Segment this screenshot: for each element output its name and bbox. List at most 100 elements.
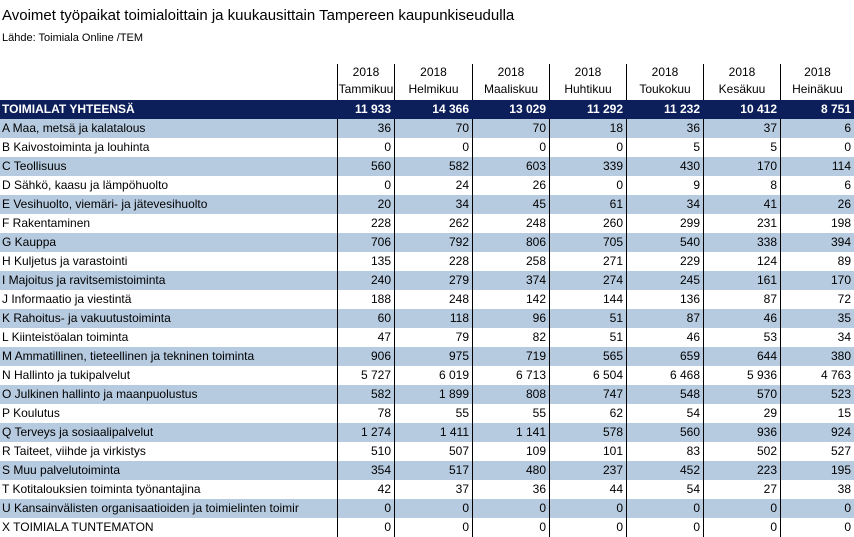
- row-value: 82: [472, 328, 549, 347]
- row-value: 37: [394, 480, 472, 499]
- column-year: 2018: [804, 65, 831, 79]
- table-row: Q Terveys ja sosiaalipalvelut 1 274 1 411 1…: [0, 423, 854, 442]
- row-value: 51: [549, 309, 626, 328]
- row-value: 578: [549, 423, 626, 442]
- row-value: 170: [780, 271, 854, 290]
- row-value: 0: [626, 499, 703, 518]
- row-value: 62: [549, 404, 626, 423]
- row-value: 142: [472, 290, 549, 309]
- row-value: 0: [780, 518, 854, 537]
- row-value: 502: [703, 442, 780, 461]
- column-header: 2018 Kesäkuu: [703, 64, 780, 100]
- total-label: TOIMIALAT YHTEENSÄ: [2, 102, 135, 116]
- row-value: 195: [780, 461, 854, 480]
- row-value: 45: [472, 195, 549, 214]
- row-value: 430: [626, 157, 703, 176]
- row-value: 262: [394, 214, 472, 233]
- row-value: 705: [549, 233, 626, 252]
- row-label: J Informaatio ja viestintä: [2, 292, 132, 306]
- row-value: 42: [337, 480, 394, 499]
- row-value: 582: [337, 385, 394, 404]
- row-value: 258: [472, 252, 549, 271]
- row-value: 24: [394, 176, 472, 195]
- row-value: 5 936: [703, 366, 780, 385]
- row-value: 0: [337, 518, 394, 537]
- total-value: 10 412: [703, 100, 780, 119]
- total-value: 14 366: [394, 100, 472, 119]
- row-value: 245: [626, 271, 703, 290]
- page-title: Avoimet työpaikat toimialoittain ja kuuk…: [2, 7, 515, 24]
- row-value: 1 899: [394, 385, 472, 404]
- row-label: F Rakentaminen: [2, 216, 91, 230]
- row-value: 6 468: [626, 366, 703, 385]
- table-row: I Majoitus ja ravitsemistoiminta 240 279 37…: [0, 271, 854, 290]
- row-value: 35: [780, 309, 854, 328]
- row-value: 0: [626, 518, 703, 537]
- table-row: N Hallinto ja tukipalvelut 5 727 6 019 6 71…: [0, 366, 854, 385]
- row-value: 374: [472, 271, 549, 290]
- row-value: 644: [703, 347, 780, 366]
- column-month: Tammikuu: [338, 82, 394, 96]
- column-year: 2018: [574, 65, 602, 79]
- table-row: K Rahoitus- ja vakuutustoiminta 60 118 96 51…: [0, 309, 854, 328]
- row-value: 38: [780, 480, 854, 499]
- row-value: 47: [337, 328, 394, 347]
- row-value: 26: [780, 195, 854, 214]
- row-value: 906: [337, 347, 394, 366]
- row-value: 51: [549, 328, 626, 347]
- table-row: F Rakentaminen 228 262 248 260 299 231 198: [0, 214, 854, 233]
- total-value: 8 751: [780, 100, 854, 119]
- column-year: 2018: [728, 65, 756, 79]
- row-value: 79: [394, 328, 472, 347]
- row-label: U Kansainvälisten organisaatioiden ja to…: [2, 501, 299, 515]
- row-value: 299: [626, 214, 703, 233]
- row-value: 6 713: [472, 366, 549, 385]
- row-value: 0: [703, 518, 780, 537]
- row-value: 0: [472, 499, 549, 518]
- row-label: A Maa, metsä ja kalatalous: [2, 121, 146, 135]
- table-row: U Kansainvälisten organisaatioiden ja to…: [0, 499, 854, 518]
- row-value: 279: [394, 271, 472, 290]
- row-value: 1 141: [472, 423, 549, 442]
- row-value: 8: [703, 176, 780, 195]
- table-row: L Kiinteistöalan toiminta 47 79 82 51 46 53 34: [0, 328, 854, 347]
- row-value: 0: [337, 138, 394, 157]
- row-value: 46: [626, 328, 703, 347]
- row-value: 565: [549, 347, 626, 366]
- table-row: T Kotitalouksien toiminta työnantajina 42…: [0, 480, 854, 499]
- row-value: 0: [549, 518, 626, 537]
- row-value: 34: [780, 328, 854, 347]
- row-value: 37: [703, 119, 780, 138]
- column-month: Maaliskuu: [483, 82, 539, 96]
- row-value: 548: [626, 385, 703, 404]
- total-value: 11 232: [626, 100, 703, 119]
- row-value: 0: [549, 499, 626, 518]
- row-value: 4 763: [780, 366, 854, 385]
- row-value: 0: [703, 499, 780, 518]
- row-value: 6: [780, 119, 854, 138]
- row-value: 34: [394, 195, 472, 214]
- column-month: Helmikuu: [408, 82, 459, 96]
- row-value: 274: [549, 271, 626, 290]
- column-year: 2018: [497, 65, 525, 79]
- row-label: B Kaivostoiminta ja louhinta: [2, 140, 150, 154]
- row-value: 380: [780, 347, 854, 366]
- row-label: K Rahoitus- ja vakuutustoiminta: [2, 311, 171, 325]
- row-value: 101: [549, 442, 626, 461]
- row-value: 124: [703, 252, 780, 271]
- table-row: G Kauppa 706 792 806 705 540 338 394: [0, 233, 854, 252]
- row-value: 0: [472, 518, 549, 537]
- row-value: 354: [337, 461, 394, 480]
- row-value: 18: [549, 119, 626, 138]
- row-value: 339: [549, 157, 626, 176]
- total-value: 13 029: [472, 100, 549, 119]
- row-value: 60: [337, 309, 394, 328]
- column-month: Heinäkuu: [792, 82, 843, 96]
- row-value: 6 019: [394, 366, 472, 385]
- row-label: T Kotitalouksien toiminta työnantajina: [2, 482, 201, 496]
- row-value: 54: [626, 480, 703, 499]
- row-value: 118: [394, 309, 472, 328]
- row-value: 706: [337, 233, 394, 252]
- row-value: 223: [703, 461, 780, 480]
- row-value: 34: [626, 195, 703, 214]
